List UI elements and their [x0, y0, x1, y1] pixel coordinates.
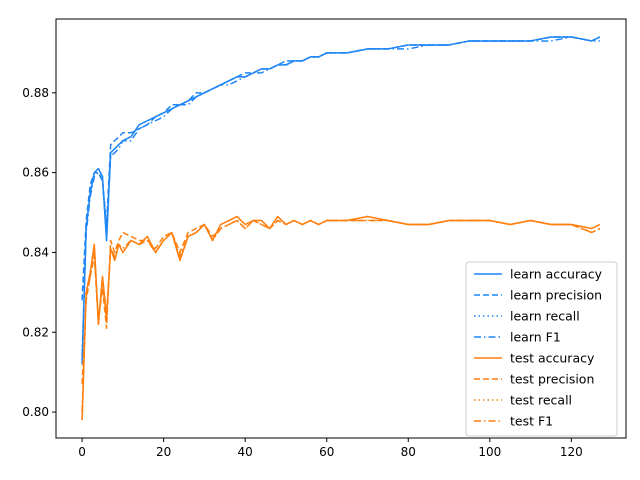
- x-tick-label: 0: [78, 445, 86, 459]
- series-layer: [81, 36, 601, 421]
- y-tick-label: 0.88: [22, 86, 49, 100]
- legend-label-learn-recall: learn recall: [510, 309, 580, 324]
- series-test-f1: [81, 219, 601, 413]
- legend-label-test-recall: test recall: [510, 393, 572, 408]
- legend-label-test-f1: test F1: [510, 414, 553, 429]
- legend: learn accuracy learn precision learn recal…: [465, 261, 618, 437]
- legend-box: [465, 261, 618, 437]
- series-test-recall: [81, 215, 601, 421]
- x-axis: 0 20 40 60 80 100 120: [78, 438, 583, 459]
- legend-label-learn-precision: learn precision: [510, 288, 602, 303]
- series-learn-f1: [81, 36, 600, 357]
- y-tick-label: 0.80: [22, 405, 49, 419]
- x-tick-label: 40: [238, 445, 253, 459]
- series-learn-precision: [81, 36, 601, 301]
- x-tick-label: 20: [156, 445, 171, 459]
- plot-frame: [55, 18, 627, 439]
- legend-label-learn-accuracy: learn accuracy: [510, 267, 603, 282]
- legend-label-test-accuracy: test accuracy: [510, 351, 595, 366]
- x-tick-label: 120: [560, 445, 583, 459]
- x-tick-label: 100: [478, 445, 501, 459]
- y-tick-label: 0.82: [22, 325, 49, 339]
- legend-label-test-precision: test precision: [510, 372, 594, 387]
- x-tick-label: 60: [319, 445, 334, 459]
- series-learn-recall: [81, 36, 601, 361]
- x-tick-label: 80: [401, 445, 416, 459]
- y-tick-label: 0.84: [22, 245, 49, 259]
- legend-label-learn-f1: learn F1: [510, 330, 561, 345]
- y-tick-label: 0.86: [22, 166, 49, 180]
- y-axis: 0.80 0.82 0.84 0.86 0.88: [22, 86, 56, 419]
